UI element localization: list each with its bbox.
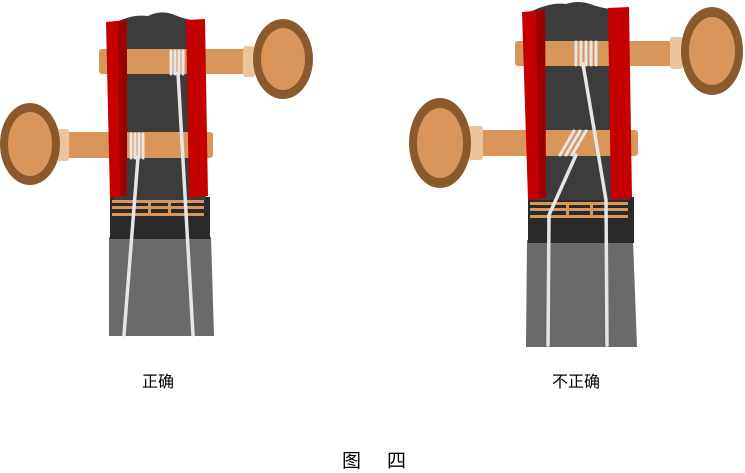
strings-correct	[122, 49, 195, 337]
upper-tuning-peg	[99, 19, 313, 99]
incorrect-label: 不正确	[551, 372, 600, 391]
neck-band	[110, 197, 210, 239]
right-frame-rail	[608, 7, 632, 200]
correct-label: 正确	[141, 372, 174, 391]
incorrect-instrument	[409, 2, 743, 347]
figure-caption: 图 四	[341, 450, 409, 472]
strings-incorrect	[546, 40, 609, 347]
nut	[112, 200, 204, 216]
correct-instrument	[0, 12, 313, 337]
nut	[530, 202, 628, 218]
instrument-body	[526, 240, 637, 347]
lower-tuning-peg	[409, 98, 638, 188]
upper-tuning-peg	[515, 7, 743, 95]
right-frame-rail	[186, 19, 208, 198]
